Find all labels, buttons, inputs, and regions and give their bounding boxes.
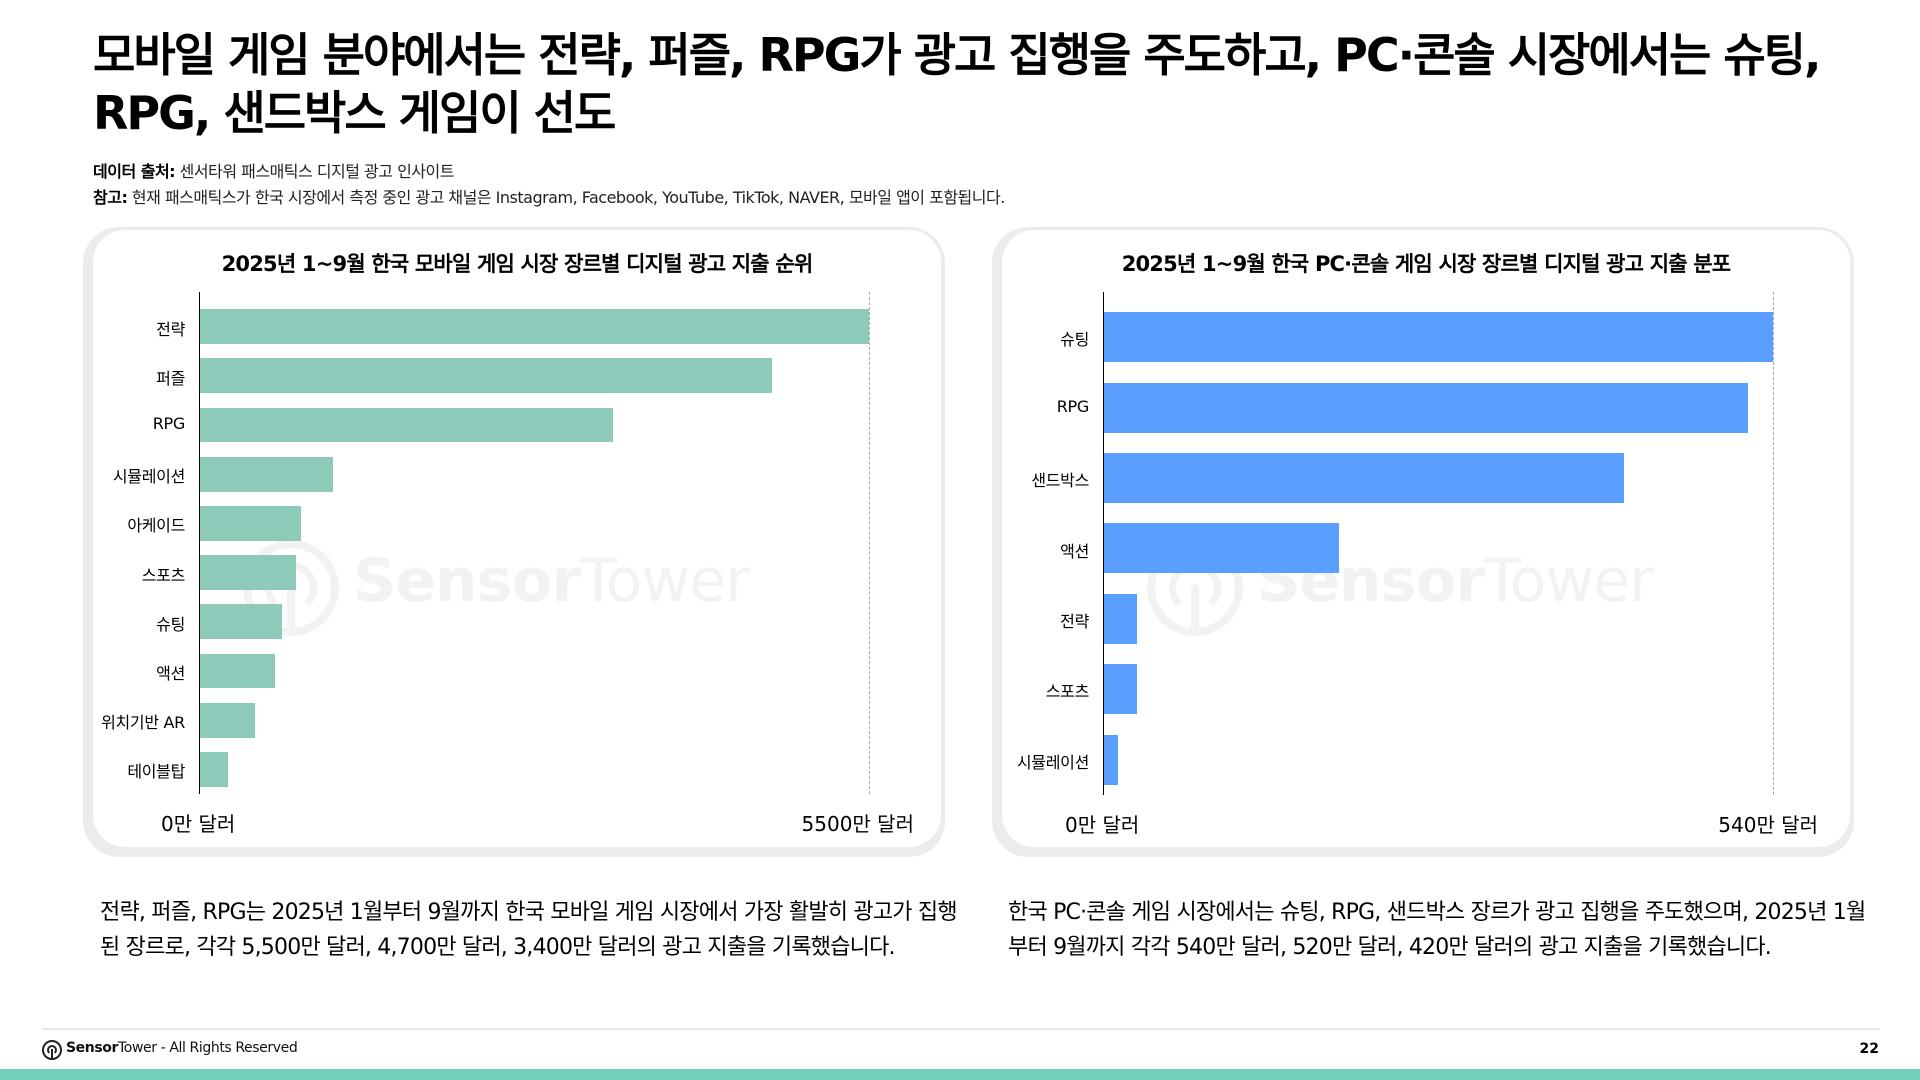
category-label: 전략 xyxy=(156,319,185,339)
sensortower-logo-icon xyxy=(42,1040,62,1060)
x-tick-max: 5500만 달러 xyxy=(801,812,914,836)
bar xyxy=(199,604,282,640)
category-label: RPG xyxy=(1056,396,1090,416)
category-label: 아케이드 xyxy=(127,516,185,536)
page-number: 22 xyxy=(1859,1041,1879,1057)
mobile-chart-title: 2025년 1~9월 한국 모바일 게임 시장 장르별 디지털 광고 지출 순위 xyxy=(221,252,814,276)
bar xyxy=(199,751,229,787)
pc-console-chart-panel: 2025년 1~9월 한국 PC·콘솔 게임 시장 장르별 디지털 광고 지출 … xyxy=(1002,230,1850,847)
footer-copyright: SensorTower - All Rights Reserved xyxy=(66,1040,298,1056)
bar xyxy=(1103,664,1137,715)
category-label: 위치기반 AR xyxy=(101,713,185,733)
category-label: 슈팅 xyxy=(156,614,185,634)
x-tick-min: 0만 달러 xyxy=(1065,813,1140,837)
mobile-chart-card: 2025년 1~9월 한국 모바일 게임 시장 장르별 디지털 광고 지출 순위… xyxy=(83,227,945,857)
bar xyxy=(199,505,302,541)
max-gridline xyxy=(869,292,870,794)
category-label: 테이블탑 xyxy=(127,762,185,782)
bar xyxy=(1103,593,1137,644)
watermark-text: SensorTower xyxy=(353,546,750,616)
category-label: 액션 xyxy=(156,664,185,683)
category-label: 슈팅 xyxy=(1060,330,1089,350)
page-title: 모바일 게임 분야에서는 전략, 퍼즐, RPG가 광고 집행을 주도하고, P… xyxy=(93,28,1821,140)
bar xyxy=(199,555,297,591)
bar xyxy=(199,653,275,689)
watermark-light: Tower xyxy=(1484,546,1654,616)
bar xyxy=(199,358,772,394)
bar xyxy=(199,702,256,738)
note-text: 현재 패스매틱스가 한국 시장에서 측정 중인 광고 채널은 Instagram… xyxy=(127,188,1005,207)
category-label: 스포츠 xyxy=(1045,682,1090,702)
bar xyxy=(199,456,333,492)
x-tick-min: 0만 달러 xyxy=(161,812,236,836)
pc-console-chart-title: 2025년 1~9월 한국 PC·콘솔 게임 시장 장르별 디지털 광고 지출 … xyxy=(1121,252,1731,276)
category-label: RPG xyxy=(152,414,186,433)
category-label: 스포츠 xyxy=(141,565,186,585)
footer-brand-light: Tower xyxy=(118,1040,157,1056)
category-label: 액션 xyxy=(1060,541,1089,561)
bar xyxy=(199,309,869,345)
watermark-light: Tower xyxy=(580,546,750,616)
category-label: 시뮬레이션 xyxy=(1016,752,1089,772)
y-axis-line xyxy=(199,292,200,794)
y-axis-line xyxy=(1103,292,1104,795)
bar xyxy=(1103,453,1625,504)
note: 참고: 현재 패스매틱스가 한국 시장에서 측정 중인 광고 채널은 Insta… xyxy=(93,184,1005,208)
data-source-label: 데이터 출처: xyxy=(93,162,176,181)
bar xyxy=(1103,312,1773,363)
pc-console-description: 한국 PC·콘솔 게임 시장에서는 슈팅, RPG, 샌드박스 장르가 광고 집… xyxy=(1008,900,1866,960)
logo-stem xyxy=(1191,584,1199,636)
bar xyxy=(1103,734,1118,785)
category-label: 퍼즐 xyxy=(156,368,185,388)
footer-rights: - All Rights Reserved xyxy=(156,1040,298,1056)
watermark-bold: Sensor xyxy=(353,546,581,616)
bar xyxy=(1103,382,1749,433)
sensortower-watermark: SensorTower xyxy=(243,540,750,640)
footer-divider xyxy=(42,1028,1880,1030)
x-tick-max: 540만 달러 xyxy=(1718,813,1818,837)
mobile-description: 전략, 퍼즐, RPG는 2025년 1월부터 9월까지 한국 모바일 게임 시… xyxy=(100,900,958,960)
bar xyxy=(199,407,614,443)
mobile-chart-panel: 2025년 1~9월 한국 모바일 게임 시장 장르별 디지털 광고 지출 순위… xyxy=(93,230,941,847)
category-label: 시뮬레이션 xyxy=(112,467,185,487)
category-label: 샌드박스 xyxy=(1031,471,1089,491)
category-label: 전략 xyxy=(1060,611,1089,631)
bar xyxy=(1103,523,1339,574)
bottom-accent-bar xyxy=(0,1069,1920,1080)
footer-brand-bold: Sensor xyxy=(66,1040,119,1056)
data-source: 데이터 출처: 센서타워 패스매틱스 디지털 광고 인사이트 xyxy=(93,158,454,182)
note-label: 참고: xyxy=(93,188,128,207)
data-source-text: 센서타워 패스매틱스 디지털 광고 인사이트 xyxy=(175,162,455,181)
max-gridline xyxy=(1773,292,1774,795)
logo-stem xyxy=(287,584,295,636)
pc-console-chart-card: 2025년 1~9월 한국 PC·콘솔 게임 시장 장르별 디지털 광고 지출 … xyxy=(992,227,1854,857)
